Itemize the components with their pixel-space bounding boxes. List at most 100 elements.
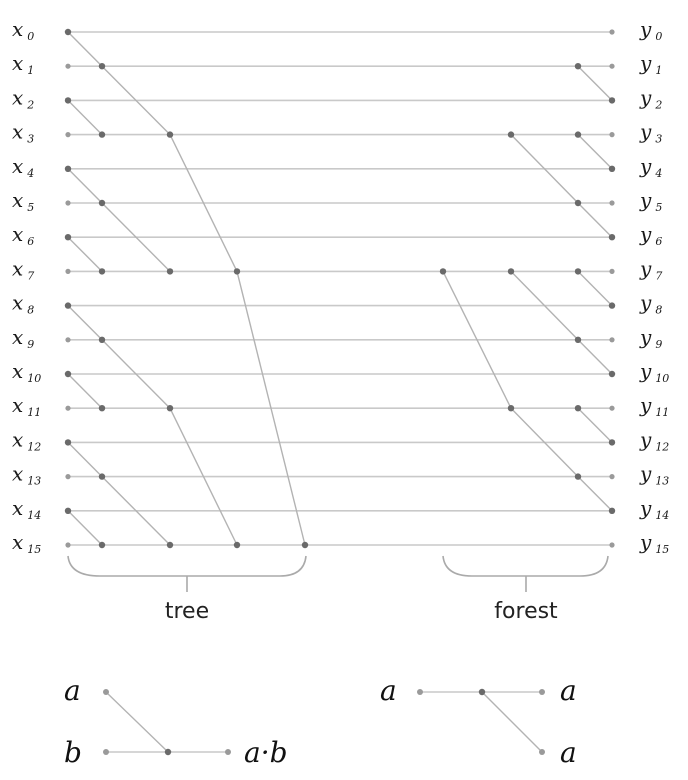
tree-brace: [67, 555, 307, 592]
output-label-15: y 15: [639, 530, 669, 556]
wire-end-dot-5: [609, 200, 615, 206]
legend-forward-output-through: a: [560, 674, 577, 707]
legend-forward-in-dot: [417, 689, 423, 695]
legend-operator: a b a·b: [64, 674, 288, 769]
edges: [67, 31, 613, 546]
output-label-12: y 12: [639, 427, 669, 453]
wire-start-dot-11: [65, 405, 71, 411]
node-1-578: [574, 62, 582, 70]
node-7-237: [233, 268, 241, 275]
node-15-170: [166, 541, 174, 549]
input-label-13: x 13: [12, 462, 41, 488]
node-3-511: [507, 131, 515, 138]
node-9-578: [574, 336, 582, 343]
node-dst-14: [608, 507, 616, 514]
input-label-12: x 12: [12, 427, 41, 453]
wire-start-dot-1: [65, 63, 71, 69]
wire-end-dot-11: [609, 405, 615, 411]
legend-forward-output-branch: a: [560, 736, 577, 769]
legend-operator-input-a: a: [64, 674, 81, 707]
legend-operator-input-b: b: [64, 736, 82, 769]
output-label-13: y 13: [639, 462, 669, 488]
edge-8: [101, 65, 171, 136]
node-dst-4: [608, 165, 616, 172]
wire-start-dot-7: [65, 268, 71, 274]
legend-operator-output: a·b: [244, 736, 288, 769]
node-src-10: [64, 370, 72, 378]
legend-forward: a a a: [380, 674, 577, 769]
edge-18: [510, 407, 579, 478]
legend-forward-branch-dot: [539, 749, 545, 755]
edge-14: [236, 271, 306, 546]
input-label-10: x 10: [12, 359, 41, 385]
edge-15: [442, 271, 512, 409]
edge-25: [577, 476, 613, 512]
node-src-12: [64, 439, 72, 446]
edge-2: [67, 168, 103, 204]
node-dst-6: [608, 234, 616, 241]
wire-start-dot-3: [65, 132, 71, 138]
node-src-4: [64, 165, 72, 172]
wire-start-dot-15: [65, 542, 71, 548]
edge-4: [67, 305, 103, 341]
legend-operator-a-edge: [105, 691, 169, 753]
edge-17: [510, 270, 579, 341]
node-13-102: [98, 473, 106, 480]
node-5-102: [98, 199, 106, 207]
edge-19: [577, 65, 613, 101]
edge-22: [577, 270, 613, 307]
node-dst-10: [608, 370, 616, 378]
node-7-578: [574, 268, 582, 275]
edge-23: [577, 339, 613, 375]
node-11-102: [98, 405, 106, 412]
wire-end-dot-15: [609, 542, 615, 548]
node-7-511: [507, 268, 515, 275]
edge-21: [577, 202, 613, 238]
wires: [68, 31, 612, 546]
node-dst-8: [608, 302, 616, 309]
node-15-305: [301, 541, 309, 549]
node-3-102: [98, 131, 106, 138]
node-11-511: [507, 405, 515, 412]
legend-forward-branch: [481, 691, 543, 753]
wire-start-dot-13: [65, 474, 71, 480]
node-7-170: [166, 268, 174, 275]
nodes: [64, 28, 616, 549]
edge-3: [67, 236, 103, 272]
node-15-237: [233, 541, 241, 549]
wire-end-dot-7: [609, 268, 615, 274]
edge-6: [67, 441, 103, 478]
node-1-102: [98, 62, 106, 70]
edge-11: [101, 476, 171, 546]
node-src-8: [64, 302, 72, 309]
wire-end-dot-3: [609, 132, 615, 138]
node-src-0: [64, 28, 72, 36]
edge-9: [101, 202, 171, 272]
output-label-14: y 14: [639, 496, 669, 522]
input-label-11: x 11: [12, 393, 41, 419]
wire-start-dot-9: [65, 337, 71, 343]
node-11-170: [166, 405, 174, 412]
forest-brace: [442, 555, 609, 592]
input-label-14: x 14: [12, 496, 41, 522]
edge-16: [510, 134, 579, 204]
edge-5: [67, 373, 103, 409]
wire-end-dot-0: [609, 29, 615, 35]
edge-0: [67, 31, 103, 67]
legend-operator-node: [164, 748, 172, 756]
node-5-578: [574, 199, 582, 207]
wire-end-dot-1: [609, 63, 615, 69]
wire-end-dot-13: [609, 474, 615, 480]
